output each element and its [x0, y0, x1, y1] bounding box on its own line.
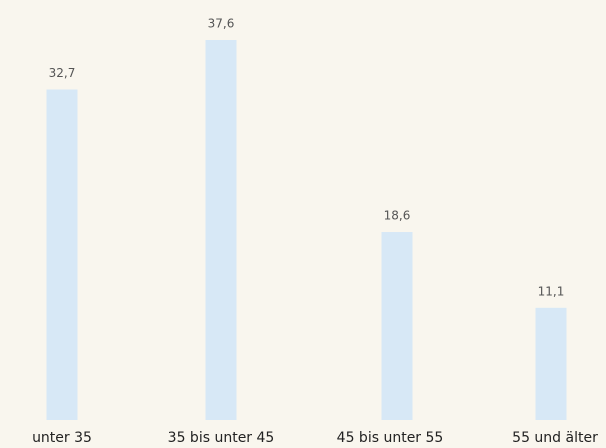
value-label: 32,7 [49, 66, 76, 80]
x-tick-label: 35 bis unter 45 [168, 430, 275, 446]
value-label: 18,6 [384, 209, 411, 223]
value-label: 37,6 [208, 17, 235, 31]
x-tick-label: unter 35 [32, 430, 92, 446]
x-tick-label: 45 bis unter 55 [337, 430, 444, 446]
bar [381, 232, 413, 420]
bar [205, 40, 237, 420]
x-tick-label: 55 und älter [512, 430, 598, 446]
bar [46, 89, 78, 421]
bar [535, 307, 567, 420]
value-label: 11,1 [538, 284, 565, 298]
